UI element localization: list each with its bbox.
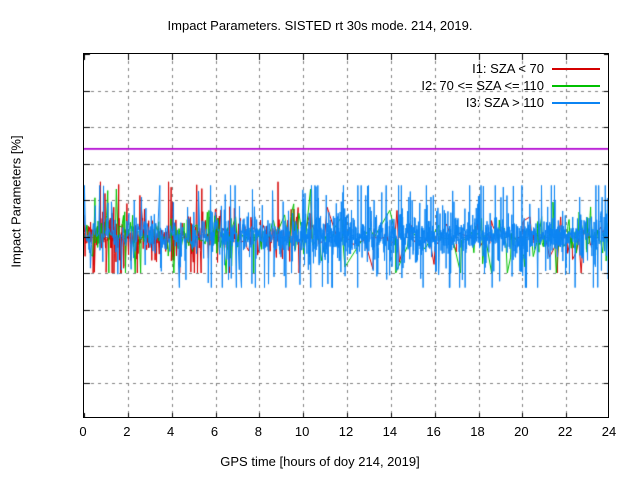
x-tick-label: 20	[514, 424, 529, 439]
x-axis-label: GPS time [hours of doy 214, 2019]	[220, 454, 420, 469]
plot-area	[83, 53, 609, 418]
x-tick-label: 6	[210, 424, 219, 439]
legend-item: I3: SZA > 110	[360, 94, 600, 111]
x-tick-label: 16	[426, 424, 441, 439]
chart-title: Impact Parameters. SISTED rt 30s mode. 2…	[167, 18, 473, 33]
x-tick-label: 22	[557, 424, 573, 439]
x-tick-label: 0	[79, 424, 87, 439]
legend-color-swatch	[552, 84, 600, 87]
x-tick-label: 2	[123, 424, 131, 439]
legend-label: I2: 70 <= SZA <= 110	[421, 78, 544, 93]
x-tick-label: 12	[338, 424, 354, 439]
legend-color-swatch	[552, 101, 600, 104]
legend-color-swatch	[552, 67, 600, 70]
y-axis-label: Impact Parameters [%]	[8, 135, 24, 268]
x-tick-label: 14	[382, 424, 398, 439]
x-tick-label: 8	[254, 424, 262, 439]
legend-label: I3: SZA > 110	[465, 95, 544, 110]
x-tick-label: 24	[601, 424, 617, 439]
chart-legend: I1: SZA < 70 I2: 70 <= SZA <= 110 I3: SZA …	[360, 60, 600, 111]
x-tick-label: 18	[470, 424, 485, 439]
legend-item: I2: 70 <= SZA <= 110	[360, 77, 600, 94]
x-tick-label: 4	[167, 424, 175, 439]
x-tick-label: 10	[294, 424, 310, 439]
legend-item: I1: SZA < 70	[360, 60, 600, 77]
legend-label: I1: SZA < 70	[472, 61, 544, 76]
series-plot-canvas	[84, 54, 608, 417]
